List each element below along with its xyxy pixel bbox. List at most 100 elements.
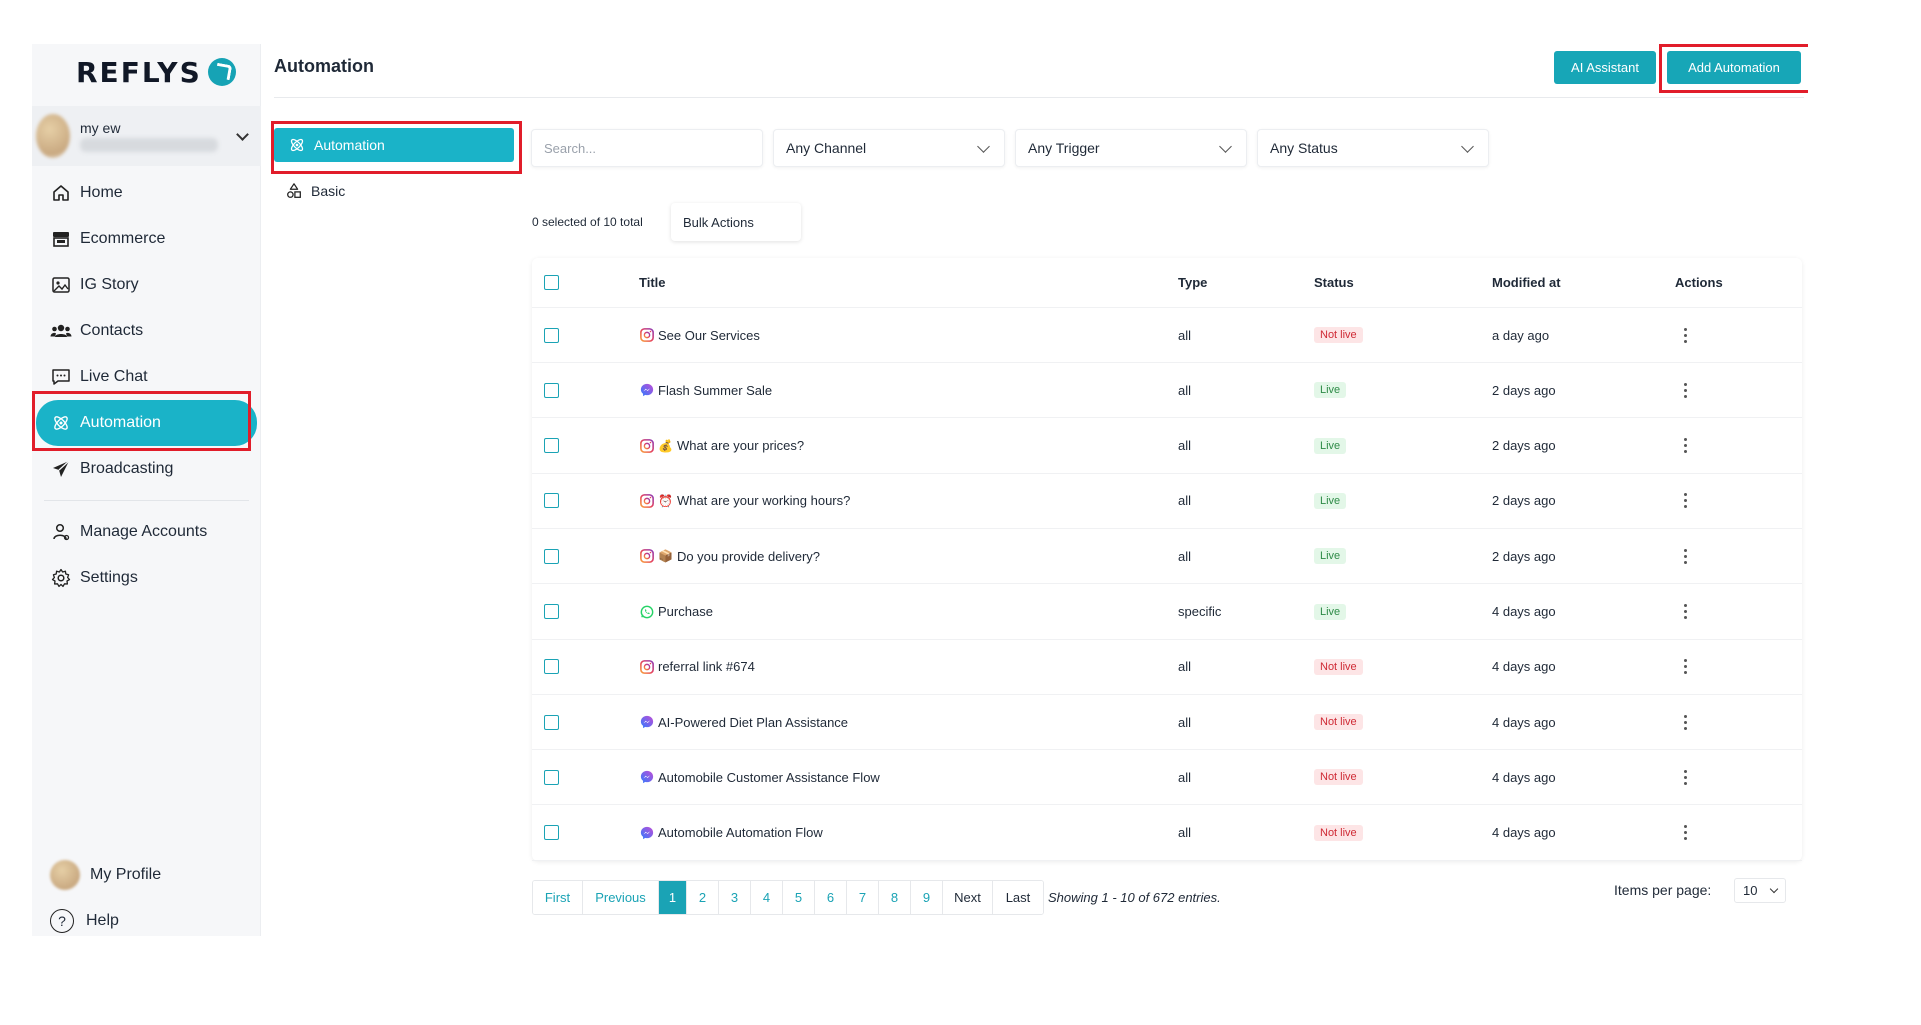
brand-logo[interactable]: REFLYS — [76, 52, 236, 92]
page-1[interactable]: 1 — [659, 881, 687, 914]
atom-icon — [50, 412, 72, 434]
page-2[interactable]: 2 — [687, 881, 719, 914]
row-title[interactable]: 💰 What are your prices? — [639, 419, 804, 473]
more-vertical-icon[interactable] — [1682, 548, 1688, 564]
row-title[interactable]: Flash Summer Sale — [639, 363, 772, 417]
items-per-page-select[interactable]: 10 — [1734, 878, 1786, 903]
items-per-page-label: Items per page: — [1614, 882, 1712, 898]
row-checkbox[interactable] — [544, 548, 559, 564]
row-title-text: Automobile Automation Flow — [658, 825, 823, 841]
row-type: all — [1178, 493, 1192, 509]
more-vertical-icon[interactable] — [1682, 382, 1688, 398]
table-row[interactable]: 💰 What are your prices? all Live 2 days ago — [532, 419, 1802, 474]
row-title[interactable]: 📦 Do you provide delivery? — [639, 529, 820, 583]
sidebar-item-manage-accounts[interactable]: Manage Accounts — [32, 509, 261, 555]
status-select[interactable]: Any Status — [1257, 129, 1489, 167]
sidebar-item-ecommerce[interactable]: Ecommerce — [32, 216, 261, 262]
row-checkbox[interactable] — [544, 659, 559, 675]
sidebar-item-automation[interactable]: Automation — [36, 400, 257, 446]
table-row[interactable]: 📦 Do you provide delivery? all Live 2 days a… — [532, 529, 1802, 585]
sidebar-item-live-chat[interactable]: Live Chat — [32, 354, 261, 400]
sidebar-item-my-profile[interactable]: My Profile — [32, 852, 261, 898]
page-7[interactable]: 7 — [847, 881, 879, 914]
page-4[interactable]: 4 — [751, 881, 783, 914]
chevron-down-icon — [1461, 140, 1474, 153]
row-modified: 2 days ago — [1492, 382, 1556, 398]
row-title[interactable]: Automobile Automation Flow — [639, 806, 823, 860]
more-vertical-icon[interactable] — [1682, 493, 1688, 509]
sidebar: REFLYS my ew Home Ecommerce IG Story — [32, 44, 261, 936]
row-title[interactable]: referral link #674 — [639, 640, 755, 694]
row-checkbox[interactable] — [544, 825, 559, 841]
more-vertical-icon[interactable] — [1682, 714, 1688, 730]
title-emoji: 💰 — [658, 438, 673, 453]
sidebar-item-contacts[interactable]: Contacts — [32, 308, 261, 354]
row-title[interactable]: ⏰ What are your working hours? — [639, 474, 850, 528]
more-vertical-icon[interactable] — [1682, 769, 1688, 785]
bulk-actions-button[interactable]: Bulk Actions — [671, 203, 801, 241]
row-checkbox[interactable] — [544, 327, 559, 343]
search-input[interactable] — [531, 129, 763, 167]
row-checkbox[interactable] — [544, 382, 559, 398]
sidebar-item-home[interactable]: Home — [32, 170, 261, 216]
channel-select[interactable]: Any Channel — [773, 129, 1005, 167]
account-switcher[interactable]: my ew — [32, 106, 261, 166]
more-vertical-icon[interactable] — [1682, 825, 1688, 841]
page-previous[interactable]: Previous — [583, 881, 659, 914]
row-checkbox[interactable] — [544, 769, 559, 785]
table-row[interactable]: Automobile Customer Assistance Flow all No… — [532, 750, 1802, 806]
more-vertical-icon[interactable] — [1682, 327, 1688, 343]
table-row[interactable]: See Our Services all Not live a day ago — [532, 308, 1802, 363]
column-modified[interactable]: Modified at — [1492, 275, 1561, 290]
status-badge: Not live — [1314, 327, 1363, 343]
submenu-automation[interactable]: Automation — [274, 128, 514, 162]
ai-assistant-button[interactable]: AI Assistant — [1554, 51, 1656, 84]
page-last[interactable]: Last — [993, 881, 1043, 914]
page-first[interactable]: First — [533, 881, 583, 914]
row-title[interactable]: See Our Services — [639, 308, 760, 362]
page-3[interactable]: 3 — [719, 881, 751, 914]
table-row[interactable]: Purchase specific Live 4 days ago — [532, 585, 1802, 640]
row-checkbox[interactable] — [544, 493, 559, 509]
sidebar-item-settings[interactable]: Settings — [32, 555, 261, 601]
row-modified: 4 days ago — [1492, 659, 1556, 675]
account-avatar — [36, 114, 70, 158]
status-badge: Live — [1314, 603, 1347, 620]
more-vertical-icon[interactable] — [1682, 438, 1688, 454]
sidebar-item-broadcasting[interactable]: Broadcasting — [32, 446, 261, 492]
page-9[interactable]: 9 — [911, 881, 943, 914]
page-8[interactable]: 8 — [879, 881, 911, 914]
page-next[interactable]: Next — [943, 881, 993, 914]
add-automation-button[interactable]: Add Automation — [1667, 51, 1801, 84]
more-vertical-icon[interactable] — [1682, 659, 1688, 675]
page-5[interactable]: 5 — [783, 881, 815, 914]
table-row[interactable]: referral link #674 all Not live 4 days ago — [532, 640, 1802, 695]
table-row[interactable]: Automobile Automation Flow all Not live 4 d… — [532, 806, 1802, 861]
page-6[interactable]: 6 — [815, 881, 847, 914]
table-row[interactable]: AI-Powered Diet Plan Assistance all Not li… — [532, 695, 1802, 751]
sidebar-item-ig-story[interactable]: IG Story — [32, 262, 261, 308]
column-type[interactable]: Type — [1178, 275, 1208, 290]
shapes-icon — [285, 182, 303, 200]
title-emoji: ⏰ — [658, 493, 673, 508]
entries-summary: Showing 1 - 10 of 672 entries. — [1048, 890, 1221, 905]
row-checkbox[interactable] — [544, 604, 559, 619]
select-all-checkbox[interactable] — [544, 275, 559, 290]
table-row[interactable]: ⏰ What are your working hours? all Live 2 da… — [532, 474, 1802, 529]
row-title[interactable]: Automobile Customer Assistance Flow — [639, 750, 880, 804]
column-title[interactable]: Title — [639, 275, 666, 290]
row-checkbox[interactable] — [544, 438, 559, 454]
row-title[interactable]: Purchase — [639, 585, 713, 639]
table-row[interactable]: Flash Summer Sale all Live 2 days ago — [532, 363, 1802, 419]
submenu-basic[interactable]: Basic — [285, 182, 345, 200]
row-checkbox[interactable] — [544, 714, 559, 730]
column-status[interactable]: Status — [1314, 275, 1354, 290]
sidebar-item-help[interactable]: ? Help — [32, 898, 261, 944]
row-title[interactable]: AI-Powered Diet Plan Assistance — [639, 695, 848, 749]
status-select-value: Any Status — [1270, 140, 1338, 156]
trigger-select[interactable]: Any Trigger — [1015, 129, 1247, 167]
row-actions-cell — [1682, 806, 1688, 860]
row-type: all — [1178, 714, 1192, 730]
more-vertical-icon[interactable] — [1682, 604, 1688, 619]
pagination: First Previous 1 2 3 4 5 6 7 8 9 Next La… — [532, 880, 1044, 915]
